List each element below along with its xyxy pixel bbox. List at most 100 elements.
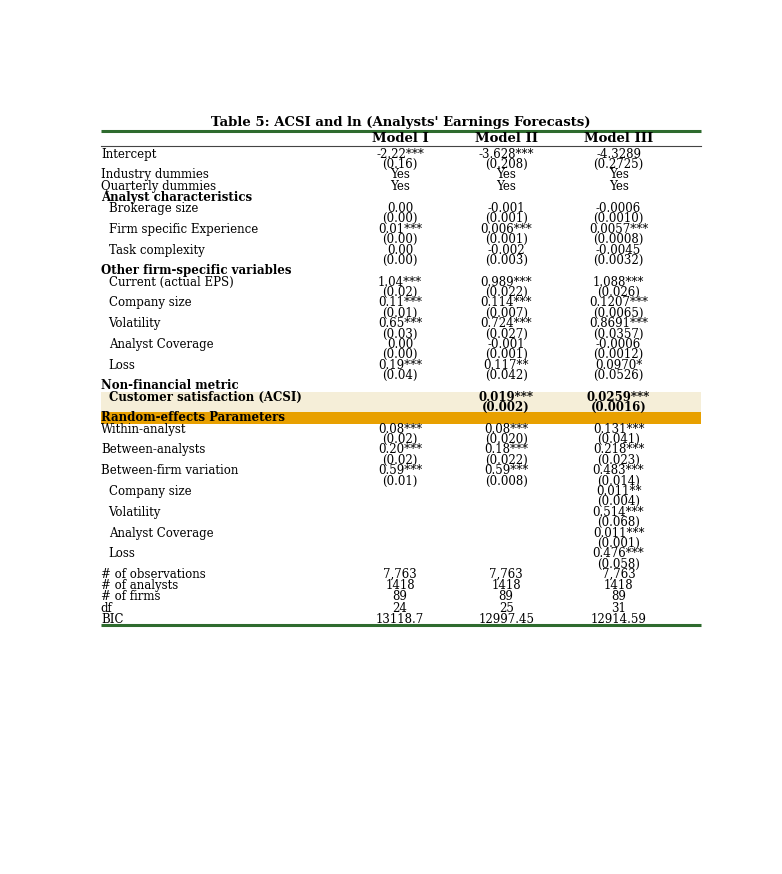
Text: Non-financial metric: Non-financial metric (101, 379, 239, 392)
Text: (0.2725): (0.2725) (594, 158, 644, 171)
Text: Firm specific Experience: Firm specific Experience (109, 223, 258, 236)
Text: 12997.45: 12997.45 (478, 613, 534, 626)
Text: (0.001): (0.001) (485, 212, 528, 225)
Text: 0.01***: 0.01*** (378, 223, 422, 236)
Text: Quarterly dummies: Quarterly dummies (101, 180, 216, 192)
Text: Model II: Model II (475, 132, 538, 145)
Text: (0.004): (0.004) (597, 496, 640, 509)
Text: (0.0357): (0.0357) (594, 328, 644, 341)
Text: (0.007): (0.007) (485, 307, 528, 320)
Text: (0.001): (0.001) (485, 349, 528, 361)
Text: 1418: 1418 (386, 579, 414, 593)
Text: 89: 89 (393, 591, 407, 603)
Text: 0.11***: 0.11*** (378, 296, 422, 309)
Text: Current (actual EPS): Current (actual EPS) (109, 275, 233, 288)
Text: 0.011***: 0.011*** (593, 526, 644, 539)
Text: -0.001: -0.001 (487, 202, 525, 215)
Text: -3.628***: -3.628*** (479, 148, 534, 161)
Text: 0.00: 0.00 (387, 244, 413, 257)
Text: 0.65***: 0.65*** (378, 317, 422, 330)
Text: (0.16): (0.16) (382, 158, 418, 171)
Text: Analyst Coverage: Analyst Coverage (109, 338, 213, 350)
Text: Yes: Yes (497, 180, 516, 192)
Text: Loss: Loss (109, 358, 135, 371)
Text: 0.011**: 0.011** (596, 485, 641, 498)
Text: (0.00): (0.00) (382, 233, 418, 246)
Text: Model I: Model I (371, 132, 429, 145)
Text: Industry dummies: Industry dummies (101, 169, 209, 182)
Text: Analyst Coverage: Analyst Coverage (109, 526, 213, 539)
Text: (0.0008): (0.0008) (594, 233, 644, 246)
Text: Volatility: Volatility (109, 317, 161, 330)
Text: 0.989***: 0.989*** (480, 275, 532, 288)
Text: 0.019***: 0.019*** (479, 391, 533, 404)
Text: (0.068): (0.068) (597, 517, 640, 529)
Text: 0.131***: 0.131*** (593, 423, 644, 435)
Text: (0.01): (0.01) (382, 475, 418, 488)
Text: 1418: 1418 (491, 579, 521, 593)
Text: (0.02): (0.02) (382, 454, 418, 467)
Text: Yes: Yes (608, 180, 629, 192)
Text: Intercept: Intercept (101, 148, 156, 161)
Text: 0.476***: 0.476*** (593, 547, 644, 560)
Text: Analyst characteristics: Analyst characteristics (101, 191, 252, 204)
Text: Model III: Model III (584, 132, 653, 145)
Text: 7,763: 7,763 (490, 568, 523, 581)
Text: 0.218***: 0.218*** (593, 443, 644, 456)
Text: 0.724***: 0.724*** (480, 317, 532, 330)
Text: (0.001): (0.001) (597, 537, 640, 550)
Text: (0.008): (0.008) (485, 475, 528, 488)
Text: -0.0045: -0.0045 (596, 244, 641, 257)
Text: 24: 24 (393, 601, 407, 614)
Text: 0.0259***: 0.0259*** (587, 391, 650, 404)
Text: -0.0006: -0.0006 (596, 338, 641, 350)
Text: Yes: Yes (608, 169, 629, 182)
Text: Yes: Yes (390, 180, 410, 192)
Text: 0.18***: 0.18*** (484, 443, 528, 456)
Text: 0.08***: 0.08*** (484, 423, 528, 435)
Text: 0.483***: 0.483*** (593, 464, 644, 477)
Text: Random-effects Parameters: Random-effects Parameters (101, 412, 285, 425)
Text: # of firms: # of firms (101, 591, 160, 603)
Text: (0.03): (0.03) (382, 328, 418, 341)
Text: Yes: Yes (390, 169, 410, 182)
Text: (0.0065): (0.0065) (594, 307, 644, 320)
Bar (101, 413, 701, 424)
Text: # of analysts: # of analysts (101, 579, 178, 593)
Text: Brokerage size: Brokerage size (109, 202, 198, 215)
Text: 0.8691***: 0.8691*** (589, 317, 648, 330)
Text: 0.19***: 0.19*** (378, 358, 422, 371)
Text: 0.117**: 0.117** (483, 358, 529, 371)
Text: Table 5: ACSI and ln (Analysts' Earnings Forecasts): Table 5: ACSI and ln (Analysts' Earnings… (211, 116, 590, 128)
Text: (0.0032): (0.0032) (594, 254, 644, 267)
Text: (0.041): (0.041) (597, 433, 640, 446)
Text: 0.08***: 0.08*** (378, 423, 422, 435)
Text: (0.022): (0.022) (485, 286, 528, 299)
Text: (0.026): (0.026) (597, 286, 640, 299)
Text: # of observations: # of observations (101, 568, 206, 581)
Text: -0.002: -0.002 (487, 244, 525, 257)
Text: 31: 31 (611, 601, 626, 614)
Text: Customer satisfaction (ACSI): Customer satisfaction (ACSI) (109, 391, 302, 404)
Text: 7,763: 7,763 (601, 568, 636, 581)
Text: (0.001): (0.001) (485, 233, 528, 246)
Text: 12914.59: 12914.59 (590, 613, 647, 626)
Text: (0.042): (0.042) (485, 369, 528, 382)
Text: 89: 89 (499, 591, 514, 603)
Text: (0.00): (0.00) (382, 212, 418, 225)
Text: (0.04): (0.04) (382, 369, 418, 382)
Text: Between-analysts: Between-analysts (101, 443, 205, 456)
Text: Loss: Loss (109, 547, 135, 560)
Text: (0.01): (0.01) (382, 307, 418, 320)
Text: (0.058): (0.058) (597, 558, 640, 571)
Text: 0.006***: 0.006*** (480, 223, 532, 236)
Bar (101, 403, 701, 413)
Bar (101, 392, 701, 403)
Text: 13118.7: 13118.7 (376, 613, 424, 626)
Text: (0.0526): (0.0526) (594, 369, 644, 382)
Text: Yes: Yes (497, 169, 516, 182)
Text: (0.00): (0.00) (382, 254, 418, 267)
Text: 0.0970*: 0.0970* (595, 358, 642, 371)
Text: (0.027): (0.027) (485, 328, 528, 341)
Text: (0.00): (0.00) (382, 349, 418, 361)
